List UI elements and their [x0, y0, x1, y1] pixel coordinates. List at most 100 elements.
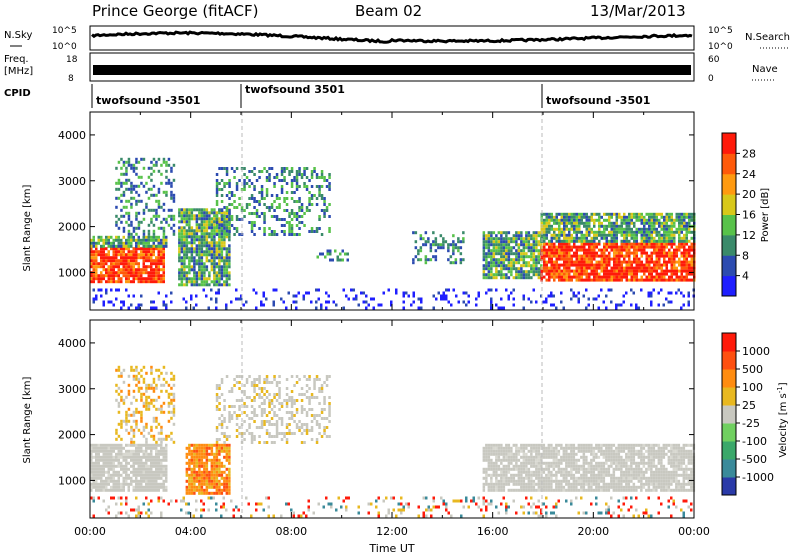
data-cell	[215, 387, 219, 390]
data-cell	[492, 464, 496, 468]
data-cell	[263, 215, 266, 218]
data-cell	[560, 245, 563, 249]
data-cell	[442, 243, 445, 247]
data-cell	[140, 443, 143, 447]
data-cell	[150, 449, 153, 453]
data-cell	[633, 224, 636, 228]
data-cell	[495, 246, 498, 250]
data-cell	[633, 236, 636, 240]
data-cell	[260, 414, 264, 417]
data-cell	[490, 464, 493, 468]
freq-trace	[93, 65, 691, 75]
data-cell	[188, 247, 191, 251]
data-cell	[142, 250, 145, 254]
data-cell	[595, 278, 598, 282]
data-cell	[215, 179, 219, 182]
data-cell	[155, 306, 158, 310]
data-cell	[557, 467, 561, 471]
data-cell	[258, 375, 261, 378]
data-cell	[615, 248, 618, 252]
data-cell	[155, 473, 158, 477]
data-cell	[324, 255, 327, 259]
data-cell	[253, 384, 256, 387]
data-cell	[115, 458, 118, 462]
data-cell	[122, 229, 126, 233]
data-cell	[522, 258, 526, 262]
data-cell	[127, 306, 130, 310]
data-cell	[487, 473, 491, 477]
data-cell	[253, 390, 256, 393]
data-cell	[127, 214, 131, 218]
data-cell	[243, 384, 246, 387]
data-cell	[495, 470, 498, 474]
data-cell	[310, 393, 314, 396]
data-cell	[140, 294, 143, 298]
data-cell	[152, 229, 156, 233]
data-cell	[97, 476, 100, 480]
data-cell	[680, 291, 683, 295]
data-cell	[140, 220, 143, 224]
data-cell	[615, 272, 618, 276]
data-cell	[180, 226, 184, 230]
data-cell	[502, 473, 506, 477]
data-cell	[535, 264, 538, 268]
data-cell	[563, 230, 566, 234]
data-cell	[650, 212, 653, 216]
data-cell	[687, 291, 690, 295]
data-cell	[507, 255, 511, 259]
data-cell	[223, 280, 226, 284]
data-cell	[570, 233, 573, 237]
data-cell	[135, 443, 138, 447]
data-cell	[520, 252, 523, 256]
data-cell	[115, 259, 118, 263]
data-cell	[213, 259, 216, 263]
data-cell	[188, 488, 191, 492]
data-cell	[573, 269, 576, 273]
data-cell	[688, 218, 691, 222]
data-cell	[618, 278, 621, 282]
data-cell	[205, 485, 209, 489]
data-cell	[205, 294, 208, 298]
data-cell	[127, 449, 130, 453]
data-cell	[90, 241, 93, 245]
data-cell	[193, 250, 196, 254]
data-cell	[110, 485, 113, 489]
data-cell	[573, 254, 576, 258]
data-cell	[125, 241, 128, 245]
data-cell	[190, 244, 194, 248]
data-cell	[487, 261, 491, 265]
data-cell	[585, 275, 588, 279]
data-cell	[280, 405, 284, 408]
data-cell	[683, 245, 686, 249]
data-cell	[652, 288, 655, 292]
data-cell	[380, 303, 383, 307]
data-cell	[653, 221, 656, 225]
data-cell	[517, 452, 521, 456]
data-cell	[250, 411, 254, 414]
data-cell	[640, 260, 643, 264]
data-cell	[532, 267, 536, 271]
data-cell	[115, 253, 118, 257]
data-cell	[648, 260, 651, 264]
data-cell	[125, 274, 128, 278]
data-cell	[543, 230, 546, 234]
data-cell	[215, 467, 219, 471]
data-cell	[462, 258, 465, 262]
data-cell	[160, 277, 163, 281]
data-cell	[527, 261, 531, 265]
data-cell	[588, 227, 591, 231]
data-cell	[570, 461, 573, 465]
data-cell	[500, 458, 503, 462]
data-cell	[570, 473, 573, 477]
data-cell	[490, 476, 493, 480]
data-cell	[482, 273, 486, 277]
data-cell	[505, 473, 508, 477]
data-cell	[218, 464, 221, 468]
data-cell	[570, 248, 573, 252]
data-cell	[515, 446, 518, 450]
data-cell	[683, 233, 686, 237]
data-cell	[157, 274, 160, 278]
data-cell	[500, 297, 503, 301]
data-cell	[683, 278, 686, 282]
data-cell	[585, 266, 588, 270]
